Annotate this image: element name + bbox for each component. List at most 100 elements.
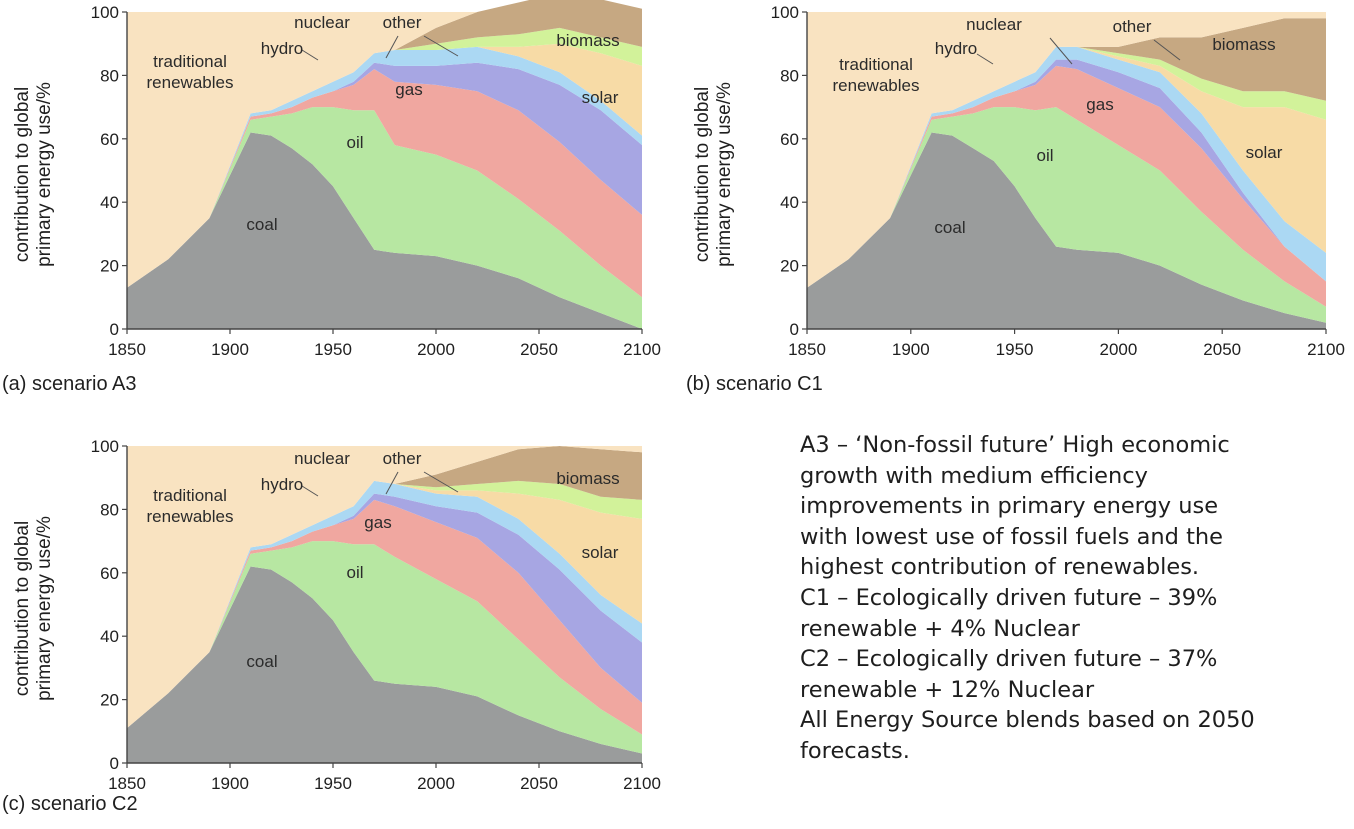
axes: 1850 1900 1950 2000 2050 2100 0 20 40 60 80 100 <box>771 3 1345 359</box>
y-axis-title-line: contribution to global <box>12 521 33 696</box>
oil-area <box>127 541 642 754</box>
y-tick-label: 20 <box>780 257 799 276</box>
oil-label: oil <box>346 563 363 582</box>
y-tick-label: 0 <box>790 320 799 339</box>
nuclear-label: nuclear <box>966 15 1022 34</box>
solar-area <box>807 46 1326 288</box>
scenario-description: A3 – ‘Non-fossil future’ High economic g… <box>800 430 1348 767</box>
other-label: other <box>383 449 422 468</box>
gas-area <box>807 65 1326 307</box>
traditional-label: traditional renewables <box>147 52 234 92</box>
x-tick-label: 1850 <box>108 774 146 793</box>
nuclear-area <box>127 493 642 729</box>
x-tick-label: 2100 <box>623 774 661 793</box>
hydro-leader-line <box>301 49 319 61</box>
description-line: highest contribution of renewables. <box>800 554 1200 581</box>
other-leader-line <box>1153 39 1181 61</box>
y-tick-label: 100 <box>91 3 119 22</box>
description-line: C1 – Ecologically driven future – 39% <box>800 584 1218 611</box>
other-leader-line <box>423 35 459 57</box>
description-line: renewable + 4% Nuclear <box>800 615 1080 642</box>
chart-panel-a3: 1850 1900 1950 2000 2050 2100 0 20 40 60 80 100 cont… <box>0 0 680 415</box>
description-line: forecasts. <box>800 737 910 764</box>
other-area <box>127 480 642 729</box>
x-tick-label: 2000 <box>1099 340 1137 359</box>
traditional-label: traditional renewables <box>147 486 234 526</box>
nuclear-leader-line <box>385 35 399 59</box>
area-layer <box>127 446 642 763</box>
y-tick-label: 20 <box>100 257 119 276</box>
x-tick-label: 2000 <box>417 774 455 793</box>
chart-caption: (b) scenario C1 <box>686 373 823 395</box>
y-tick-label: 80 <box>100 500 119 519</box>
biomass-area <box>127 446 642 729</box>
x-tick-label: 1850 <box>788 340 826 359</box>
hydro-leader-line <box>976 53 994 65</box>
nuclear-label: nuclear <box>294 13 350 32</box>
description-line: growth with medium efficiency <box>800 462 1148 489</box>
other-label: other <box>383 13 422 32</box>
x-tick-label: 2050 <box>520 774 558 793</box>
y-tick-label: 0 <box>110 320 119 339</box>
traditional-label: traditional renewables <box>833 55 920 95</box>
description-line: renewable + 12% Nuclear <box>800 676 1095 703</box>
area-layer <box>127 0 642 329</box>
chart-caption: (a) scenario A3 <box>2 373 137 395</box>
description-line: with lowest use of fossil fuels and the <box>800 523 1224 550</box>
coal-label: coal <box>246 652 277 671</box>
axes: 1850 1900 1950 2000 2050 2100 0 20 40 60 80 100 <box>91 437 661 793</box>
gas-area <box>127 69 642 298</box>
x-tick-label: 2050 <box>1203 340 1241 359</box>
chart-c2: 1850 1900 1950 2000 2050 2100 0 20 40 60 80 100 cont… <box>2 437 661 815</box>
chart-panel-c2: 1850 1900 1950 2000 2050 2100 0 20 40 60 80 100 cont… <box>0 430 680 829</box>
y-tick-label: 40 <box>100 627 119 646</box>
coal-area <box>127 132 642 329</box>
y-tick-label: 40 <box>780 193 799 212</box>
biomass-area <box>807 18 1326 288</box>
chart-caption: (c) scenario C2 <box>2 793 138 815</box>
x-tick-label: 1950 <box>314 774 352 793</box>
y-tick-label: 60 <box>780 130 799 149</box>
y-tick-label: 60 <box>100 564 119 583</box>
chart-c1: 1850 1900 1950 2000 2050 2100 0 20 40 60 80 100 cont… <box>686 3 1345 395</box>
y-axis-title-line: primary energy use/% <box>34 516 55 701</box>
description-line: All Energy Source blends based on 2050 <box>800 707 1255 734</box>
nuclear-leader-line <box>1049 37 1073 65</box>
hydro-area <box>127 46 642 288</box>
nuclear-leader-line <box>385 471 399 495</box>
x-tick-label: 2100 <box>623 340 661 359</box>
coal-label: coal <box>934 218 965 237</box>
y-tick-label: 0 <box>110 754 119 773</box>
coal-area <box>807 132 1326 329</box>
y-tick-label: 40 <box>100 193 119 212</box>
other-leader-line <box>423 471 459 493</box>
area-layer <box>807 12 1326 329</box>
biomass-label: biomass <box>556 469 619 488</box>
description-line: improvements in primary energy use <box>800 493 1219 520</box>
gas-label: gas <box>1086 95 1113 114</box>
traditional-area <box>127 0 642 288</box>
x-tick-label: 1950 <box>996 340 1034 359</box>
solar-label: solar <box>582 543 619 562</box>
y-axis-title-line: primary energy use/% <box>34 82 55 267</box>
axes: 1850 1900 1950 2000 2050 2100 0 20 40 60 80 100 <box>91 3 661 359</box>
oil-label: oil <box>346 133 363 152</box>
y-tick-label: 20 <box>100 691 119 710</box>
gas-area <box>127 499 642 735</box>
y-axis-title-line: primary energy use/% <box>714 82 735 267</box>
chart-panel-c1: 1850 1900 1950 2000 2050 2100 0 20 40 60 80 100 cont… <box>680 0 1354 415</box>
biomass-area <box>127 0 642 288</box>
description-line: A3 – ‘Non-fossil future’ High economic <box>800 432 1230 458</box>
description-line: C2 – Ecologically driven future – 37% <box>800 646 1218 673</box>
solar-label: solar <box>582 88 619 107</box>
y-tick-label: 100 <box>771 3 799 22</box>
gas-label: gas <box>395 80 422 99</box>
oil-label: oil <box>1036 146 1053 165</box>
hydro-label: hydro <box>261 39 304 58</box>
x-tick-label: 2100 <box>1307 340 1345 359</box>
y-tick-label: 80 <box>780 66 799 85</box>
gas-label: gas <box>364 513 391 532</box>
other-label: other <box>1113 17 1152 36</box>
chart-a3: 1850 1900 1950 2000 2050 2100 0 20 40 60 80 100 cont… <box>2 0 661 395</box>
y-tick-label: 80 <box>100 66 119 85</box>
